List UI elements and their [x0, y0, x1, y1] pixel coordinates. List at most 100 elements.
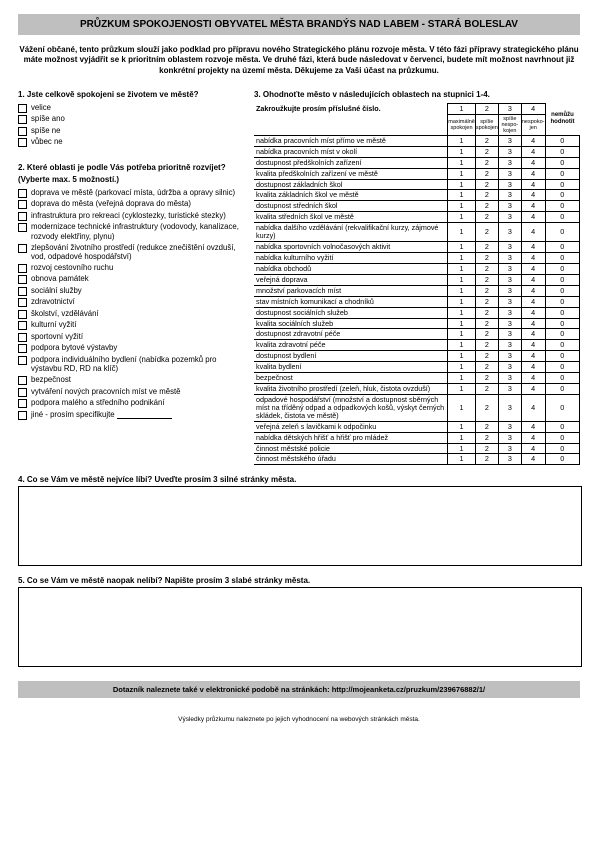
- checkbox[interactable]: [18, 344, 27, 353]
- rating-cell[interactable]: 1: [448, 135, 476, 146]
- rating-cell[interactable]: 3: [498, 274, 521, 285]
- rating-cell[interactable]: 2: [475, 252, 498, 263]
- rating-cell[interactable]: 1: [448, 263, 476, 274]
- rating-cell[interactable]: 2: [475, 329, 498, 340]
- rating-cell[interactable]: 0: [545, 443, 580, 454]
- rating-cell[interactable]: 4: [521, 168, 545, 179]
- rating-cell[interactable]: 0: [545, 296, 580, 307]
- rating-cell[interactable]: 0: [545, 135, 580, 146]
- rating-cell[interactable]: 1: [448, 421, 476, 432]
- rating-cell[interactable]: 3: [498, 432, 521, 443]
- rating-cell[interactable]: 1: [448, 432, 476, 443]
- checkbox[interactable]: [18, 115, 27, 124]
- rating-cell[interactable]: 4: [521, 179, 545, 190]
- checkbox[interactable]: [18, 310, 27, 319]
- checkbox[interactable]: [18, 321, 27, 330]
- checkbox[interactable]: [18, 376, 27, 385]
- rating-cell[interactable]: 2: [475, 394, 498, 421]
- rating-cell[interactable]: 4: [521, 242, 545, 253]
- rating-cell[interactable]: 1: [448, 190, 476, 201]
- rating-cell[interactable]: 2: [475, 443, 498, 454]
- rating-cell[interactable]: 4: [521, 146, 545, 157]
- rating-cell[interactable]: 0: [545, 373, 580, 384]
- rating-cell[interactable]: 0: [545, 242, 580, 253]
- rating-cell[interactable]: 1: [448, 242, 476, 253]
- rating-cell[interactable]: 3: [498, 307, 521, 318]
- rating-cell[interactable]: 2: [475, 242, 498, 253]
- rating-cell[interactable]: 2: [475, 318, 498, 329]
- rating-cell[interactable]: 1: [448, 252, 476, 263]
- rating-cell[interactable]: 0: [545, 201, 580, 212]
- rating-cell[interactable]: 4: [521, 318, 545, 329]
- rating-cell[interactable]: 1: [448, 146, 476, 157]
- rating-cell[interactable]: 3: [498, 296, 521, 307]
- rating-cell[interactable]: 4: [521, 394, 545, 421]
- rating-cell[interactable]: 3: [498, 179, 521, 190]
- rating-cell[interactable]: 2: [475, 135, 498, 146]
- rating-cell[interactable]: 4: [521, 443, 545, 454]
- rating-cell[interactable]: 0: [545, 362, 580, 373]
- rating-cell[interactable]: 4: [521, 329, 545, 340]
- rating-cell[interactable]: 3: [498, 443, 521, 454]
- rating-cell[interactable]: 0: [545, 190, 580, 201]
- rating-cell[interactable]: 2: [475, 362, 498, 373]
- rating-cell[interactable]: 1: [448, 285, 476, 296]
- rating-cell[interactable]: 2: [475, 373, 498, 384]
- rating-cell[interactable]: 3: [498, 135, 521, 146]
- q5-answer-box[interactable]: [18, 587, 582, 667]
- rating-cell[interactable]: 0: [545, 351, 580, 362]
- rating-cell[interactable]: 3: [498, 394, 521, 421]
- rating-cell[interactable]: 0: [545, 285, 580, 296]
- rating-cell[interactable]: 2: [475, 157, 498, 168]
- rating-cell[interactable]: 0: [545, 212, 580, 223]
- rating-cell[interactable]: 2: [475, 454, 498, 465]
- rating-cell[interactable]: 0: [545, 329, 580, 340]
- rating-cell[interactable]: 0: [545, 179, 580, 190]
- rating-cell[interactable]: 3: [498, 157, 521, 168]
- rating-cell[interactable]: 3: [498, 285, 521, 296]
- rating-cell[interactable]: 2: [475, 285, 498, 296]
- rating-cell[interactable]: 1: [448, 157, 476, 168]
- rating-cell[interactable]: 3: [498, 223, 521, 242]
- rating-cell[interactable]: 1: [448, 443, 476, 454]
- rating-cell[interactable]: 2: [475, 263, 498, 274]
- rating-cell[interactable]: 1: [448, 223, 476, 242]
- rating-cell[interactable]: 1: [448, 394, 476, 421]
- checkbox[interactable]: [18, 212, 27, 221]
- rating-cell[interactable]: 4: [521, 190, 545, 201]
- rating-cell[interactable]: 1: [448, 179, 476, 190]
- rating-cell[interactable]: 4: [521, 135, 545, 146]
- checkbox[interactable]: [18, 223, 27, 232]
- rating-cell[interactable]: 1: [448, 212, 476, 223]
- checkbox[interactable]: [18, 189, 27, 198]
- rating-cell[interactable]: 0: [545, 454, 580, 465]
- rating-cell[interactable]: 1: [448, 373, 476, 384]
- rating-cell[interactable]: 2: [475, 384, 498, 395]
- checkbox[interactable]: [18, 333, 27, 342]
- rating-cell[interactable]: 2: [475, 146, 498, 157]
- rating-cell[interactable]: 3: [498, 242, 521, 253]
- checkbox[interactable]: [18, 264, 27, 273]
- rating-cell[interactable]: 4: [521, 201, 545, 212]
- rating-cell[interactable]: 0: [545, 421, 580, 432]
- rating-cell[interactable]: 4: [521, 296, 545, 307]
- specify-line[interactable]: [117, 410, 172, 419]
- rating-cell[interactable]: 1: [448, 201, 476, 212]
- rating-cell[interactable]: 0: [545, 223, 580, 242]
- rating-cell[interactable]: 4: [521, 454, 545, 465]
- rating-cell[interactable]: 4: [521, 263, 545, 274]
- checkbox[interactable]: [18, 287, 27, 296]
- rating-cell[interactable]: 2: [475, 223, 498, 242]
- rating-cell[interactable]: 2: [475, 296, 498, 307]
- rating-cell[interactable]: 3: [498, 421, 521, 432]
- rating-cell[interactable]: 4: [521, 252, 545, 263]
- rating-cell[interactable]: 3: [498, 212, 521, 223]
- rating-cell[interactable]: 3: [498, 201, 521, 212]
- rating-cell[interactable]: 1: [448, 384, 476, 395]
- q4-answer-box[interactable]: [18, 486, 582, 566]
- rating-cell[interactable]: 3: [498, 384, 521, 395]
- rating-cell[interactable]: 3: [498, 146, 521, 157]
- rating-cell[interactable]: 3: [498, 318, 521, 329]
- rating-cell[interactable]: 4: [521, 285, 545, 296]
- rating-cell[interactable]: 4: [521, 223, 545, 242]
